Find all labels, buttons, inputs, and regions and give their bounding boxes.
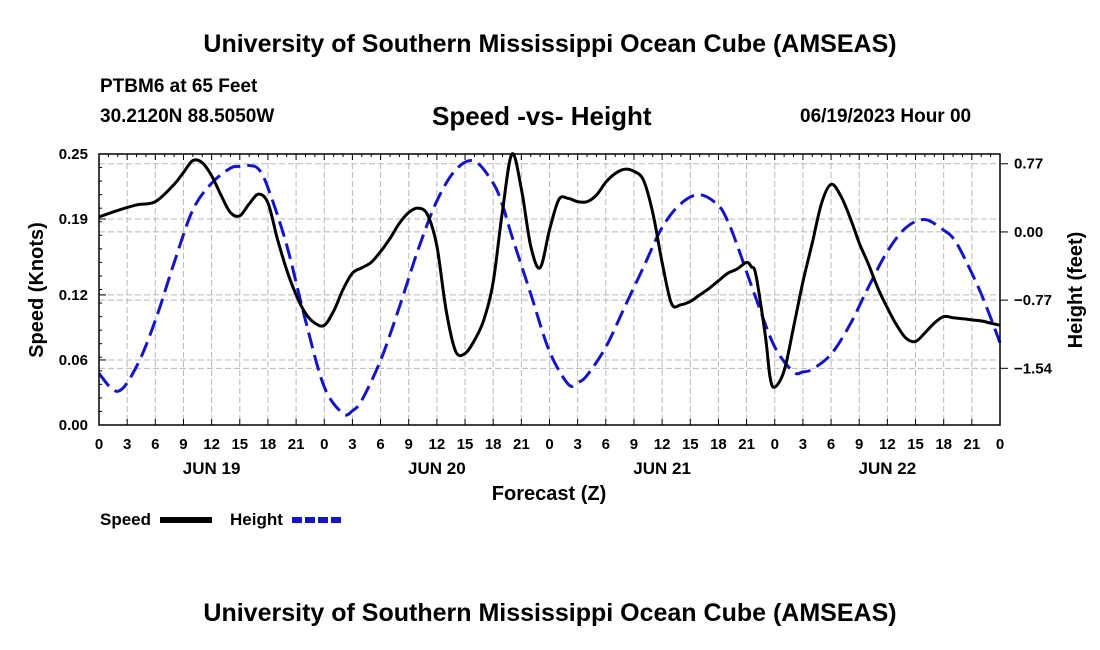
x-tick-label: 21: [964, 436, 981, 453]
x-tick-label: 9: [855, 436, 863, 453]
chart-subtitle: Speed -vs- Height: [432, 101, 652, 131]
legend-label-speed: Speed: [100, 510, 151, 529]
x-tick-label: 12: [879, 436, 896, 453]
day-label: JUN 19: [183, 459, 241, 478]
station-label: PTBM6 at 65 Feet: [100, 76, 258, 97]
x-tick-label: 12: [429, 436, 446, 453]
x-tick-label: 0: [771, 436, 779, 453]
x-tick-label: 3: [348, 436, 356, 453]
y-tick-label: 0.00: [59, 417, 88, 434]
x-tick-label: 15: [907, 436, 924, 453]
x-tick-label: 0: [996, 436, 1004, 453]
footer-title: University of Southern Mississippi Ocean…: [203, 599, 897, 627]
y-tick-label: 0.06: [59, 352, 88, 369]
x-tick-label: 6: [827, 436, 835, 453]
x-tick-label: 18: [260, 436, 277, 453]
y-tick-label: 0.19: [59, 211, 88, 228]
x-tick-label: 18: [710, 436, 727, 453]
series-line-speed: [98, 152, 1001, 389]
speed-height-chart: 0 3 6 9 12 15 18 21 0 3 6 9 12 15 18 21 0 3 6 9 12 15 18 21 0 3 6 9…: [26, 146, 1087, 529]
x-tick-label: 18: [485, 436, 502, 453]
y-tick-label: 0.25: [59, 146, 88, 163]
x-tick-label: 12: [203, 436, 220, 453]
x-tick-label: 21: [288, 436, 305, 453]
x-axis-title: Forecast (Z): [492, 483, 606, 505]
x-tick-label: 15: [682, 436, 699, 453]
x-tick-label: 21: [513, 436, 530, 453]
x-tick-label: 15: [457, 436, 474, 453]
x-tick-label: 6: [151, 436, 159, 453]
x-tick-label: 9: [630, 436, 638, 453]
y2-tick-label: 0.00: [1014, 224, 1043, 241]
day-label: JUN 20: [408, 459, 466, 478]
series-line-height: [97, 159, 1002, 417]
y2-tick-label: −1.54: [1014, 360, 1053, 377]
legend: Speed Height: [100, 510, 343, 529]
grid: [99, 154, 1000, 425]
x-tick-label: 9: [179, 436, 187, 453]
y2-axis-title: Height (feet): [1065, 232, 1087, 349]
x-tick-label: 3: [123, 436, 131, 453]
x-tick-label: 6: [602, 436, 610, 453]
x-tick-label: 3: [799, 436, 807, 453]
series-group: [97, 152, 1002, 417]
axis-ticks: 0 3 6 9 12 15 18 21 0 3 6 9 12 15 18 21 0 3 6 9 12 15 18 21 0 3 6 9…: [59, 146, 1053, 478]
y-tick-label: 0.12: [59, 287, 88, 304]
x-tick-label: 0: [320, 436, 328, 453]
x-tick-label: 21: [738, 436, 755, 453]
y-axis-title: Speed (Knots): [26, 222, 48, 358]
x-tick-label: 6: [376, 436, 384, 453]
x-tick-label: 9: [405, 436, 413, 453]
x-tick-label: 0: [95, 436, 103, 453]
x-tick-label: 0: [545, 436, 553, 453]
x-tick-label: 12: [654, 436, 671, 453]
x-tick-label: 15: [231, 436, 248, 453]
x-tick-label: 3: [573, 436, 581, 453]
forecast-datestamp: 06/19/2023 Hour 00: [800, 106, 972, 127]
page-title: University of Southern Mississippi Ocean…: [203, 30, 897, 58]
day-label: JUN 22: [859, 459, 917, 478]
y2-tick-label: 0.77: [1014, 156, 1043, 173]
y2-tick-label: −0.77: [1014, 292, 1052, 309]
legend-label-height: Height: [230, 510, 283, 529]
station-coordinates: 30.2120N 88.5050W: [100, 106, 275, 127]
x-tick-label: 18: [935, 436, 952, 453]
day-label: JUN 21: [633, 459, 691, 478]
